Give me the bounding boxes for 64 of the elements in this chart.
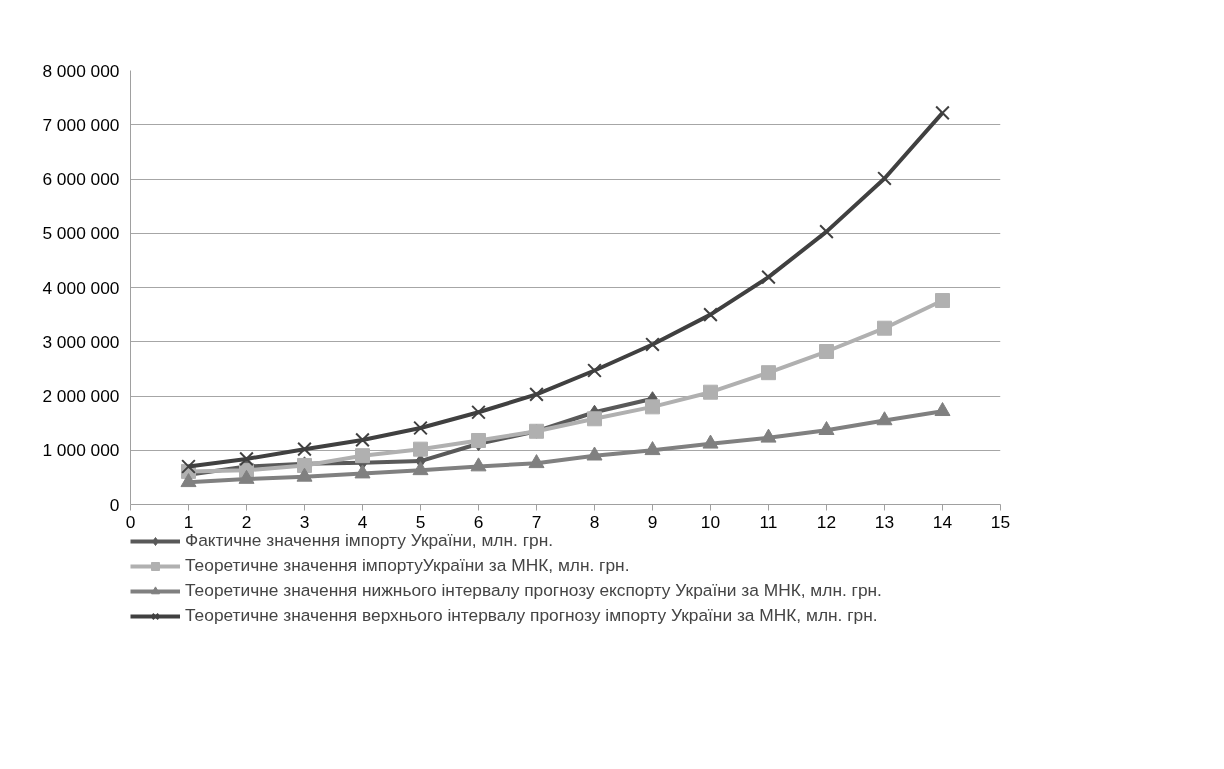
y-tick-label: 5 000 000 [42,223,120,244]
point [239,451,254,467]
point [355,448,370,464]
point [412,461,429,476]
x-tick-label: 11 [759,511,778,532]
point [586,446,603,461]
x-tick-label: 12 [816,511,837,532]
point [587,363,602,378]
y-tick-label: 7 000 000 [42,114,120,135]
y-tick-label: 6 000 000 [42,169,120,189]
point [238,469,255,484]
point [645,337,660,352]
legend-label: Фактичне значення імпорту України, млн. грн. [185,530,554,551]
x-tick-label: 2 [241,511,252,532]
point [296,467,313,482]
x-tick-label: 1 [183,511,194,532]
point [528,454,545,469]
point [181,459,196,474]
point [413,420,428,436]
x-tick-label: 6 [473,511,484,532]
x-tick-label: 5 [415,511,426,532]
legend-label: Теоретичне значення нижнього інтервалу прогнозу експорту України за МНК, млн. грн. [185,580,882,601]
point [587,411,602,427]
x-tick-label: 4 [357,511,368,532]
x-tick-label: 0 [125,511,136,532]
x-tick-label: 14 [932,511,953,532]
point [935,105,950,121]
legend-label: Теоретичне значення верхнього інтервалу прогнозу імпорту України за МНК, млн. грн. [185,605,878,626]
y-tick-label: 4 000 000 [42,277,120,298]
x-tick-label: 15 [990,511,1011,532]
x-tick-label: 7 [531,511,542,532]
point [877,320,892,336]
point [413,441,428,457]
point [935,293,950,309]
x-tick-label: 13 [874,511,895,532]
x-tick-label: 3 [299,511,310,532]
point [471,404,486,420]
point [818,421,835,436]
x-tick-label: 8 [589,511,600,532]
point [703,384,718,400]
point [819,344,834,360]
point [470,457,487,472]
y-tick-label: 0 [109,494,120,515]
point [934,402,951,417]
y-tick-label: 1 000 000 [42,440,120,461]
x-tick-label: 9 [647,511,658,532]
point [180,473,197,488]
point [529,387,544,402]
point [702,434,719,449]
point [761,365,776,381]
point [355,432,370,448]
point [876,411,893,426]
point [760,428,777,443]
x-tick-label: 10 [700,511,721,532]
point [703,307,718,322]
point [297,441,312,457]
legend-label: Теоретичне значення імпортуУкраїни за МНК, млн. грн. [185,555,630,576]
point [644,441,661,456]
point [645,399,660,415]
y-tick-label: 3 000 000 [42,331,120,352]
y-tick-label: 2 000 000 [42,386,120,406]
y-tick-label: 8 000 000 [42,60,120,81]
point [354,464,371,479]
point [471,432,486,448]
